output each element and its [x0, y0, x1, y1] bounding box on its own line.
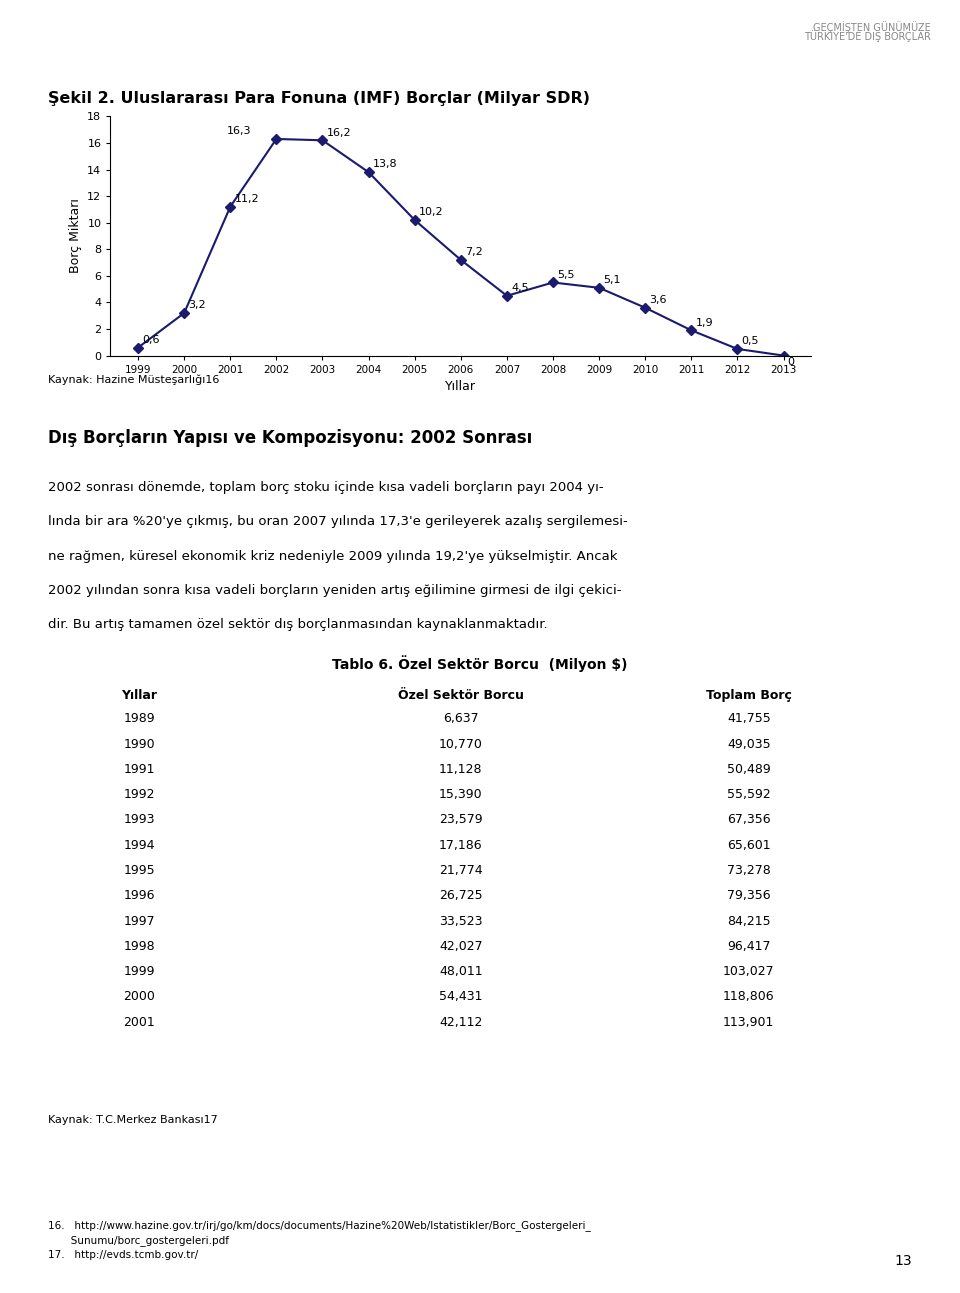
Text: 103,027: 103,027	[723, 965, 775, 978]
Text: 96,417: 96,417	[727, 940, 771, 953]
Text: 16.   http://www.hazine.gov.tr/irj/go/km/docs/documents/Hazine%20Web/Istatistikl: 16. http://www.hazine.gov.tr/irj/go/km/d…	[48, 1221, 590, 1245]
Text: 1992: 1992	[124, 789, 155, 802]
Text: 84,215: 84,215	[727, 914, 771, 927]
Text: lında bir ara %20'ye çıkmış, bu oran 2007 yılında 17,3'e gerileyerek azalış serg: lında bir ara %20'ye çıkmış, bu oran 200…	[48, 515, 628, 529]
Text: 16,2: 16,2	[326, 128, 351, 137]
Text: 26,725: 26,725	[439, 890, 483, 903]
Text: 3,2: 3,2	[188, 300, 206, 310]
Text: 21,774: 21,774	[439, 864, 483, 877]
Text: 7,2: 7,2	[465, 247, 483, 257]
Text: 1995: 1995	[124, 864, 155, 877]
Text: 1999: 1999	[124, 965, 155, 978]
Text: 13: 13	[895, 1254, 912, 1268]
Text: 42,112: 42,112	[439, 1015, 483, 1029]
Text: Kaynak: T.C.Merkez Bankası17: Kaynak: T.C.Merkez Bankası17	[48, 1115, 218, 1125]
Text: 65,601: 65,601	[727, 839, 771, 852]
Text: 2002 yılından sonra kısa vadeli borçların yeniden artış eğilimine girmesi de ilg: 2002 yılından sonra kısa vadeli borçları…	[48, 583, 621, 597]
Text: 1998: 1998	[124, 940, 155, 953]
Text: 55,592: 55,592	[727, 789, 771, 802]
Text: 54,431: 54,431	[439, 990, 483, 1003]
Text: 17.   http://evds.tcmb.gov.tr/: 17. http://evds.tcmb.gov.tr/	[48, 1250, 199, 1261]
Text: GEÇMİŞTEN GÜNÜMÜZE: GEÇMİŞTEN GÜNÜMÜZE	[813, 21, 931, 32]
Text: Yıllar: Yıllar	[121, 689, 157, 702]
Text: 1996: 1996	[124, 890, 155, 903]
Text: 2000: 2000	[123, 990, 156, 1003]
Text: 17,186: 17,186	[439, 839, 483, 852]
Text: 5,1: 5,1	[603, 275, 621, 284]
Text: 23,579: 23,579	[439, 813, 483, 826]
Text: 1993: 1993	[124, 813, 155, 826]
Text: dir. Bu artış tamamen özel sektör dış borçlanmasından kaynaklanmaktadır.: dir. Bu artış tamamen özel sektör dış bo…	[48, 618, 547, 631]
Text: 0,6: 0,6	[142, 335, 159, 345]
Text: 1989: 1989	[124, 712, 155, 725]
Text: ne rağmen, küresel ekonomik kriz nedeniyle 2009 yılında 19,2'ye yükselmiştir. An: ne rağmen, küresel ekonomik kriz nedeniy…	[48, 550, 617, 562]
Text: 118,806: 118,806	[723, 990, 775, 1003]
Text: 1997: 1997	[124, 914, 155, 927]
Text: 49,035: 49,035	[727, 738, 771, 751]
Text: 11,128: 11,128	[439, 763, 483, 776]
Text: 79,356: 79,356	[727, 890, 771, 903]
Text: Özel Sektör Borcu: Özel Sektör Borcu	[397, 689, 524, 702]
Text: 2002 sonrası dönemde, toplam borç stoku içinde kısa vadeli borçların payı 2004 y: 2002 sonrası dönemde, toplam borç stoku …	[48, 481, 604, 494]
Text: 113,901: 113,901	[723, 1015, 775, 1029]
Text: 73,278: 73,278	[727, 864, 771, 877]
Text: 1990: 1990	[124, 738, 155, 751]
Text: 33,523: 33,523	[439, 914, 483, 927]
Text: TÜRKİYE'DE DIŞ BORÇLAR: TÜRKİYE'DE DIŞ BORÇLAR	[804, 30, 931, 41]
Text: 4,5: 4,5	[511, 283, 529, 294]
X-axis label: Yıllar: Yıllar	[445, 380, 476, 393]
Text: 6,637: 6,637	[443, 712, 479, 725]
Text: 13,8: 13,8	[372, 159, 397, 169]
Text: Dış Borçların Yapısı ve Kompozisyonu: 2002 Sonrası: Dış Borçların Yapısı ve Kompozisyonu: 20…	[48, 429, 532, 447]
Text: 5,5: 5,5	[557, 270, 575, 279]
Text: Tablo 6. Özel Sektör Borcu  (Milyon $): Tablo 6. Özel Sektör Borcu (Milyon $)	[332, 656, 628, 672]
Text: 16,3: 16,3	[227, 127, 252, 136]
Text: 42,027: 42,027	[439, 940, 483, 953]
Text: Kaynak: Hazine Müsteşarlığı16: Kaynak: Hazine Müsteşarlığı16	[48, 375, 220, 385]
Text: 1991: 1991	[124, 763, 155, 776]
Text: 41,755: 41,755	[727, 712, 771, 725]
Text: 48,011: 48,011	[439, 965, 483, 978]
Text: Toplam Borç: Toplam Borç	[706, 689, 792, 702]
Text: 3,6: 3,6	[649, 295, 667, 305]
Text: 1,9: 1,9	[695, 318, 713, 327]
Text: 0,5: 0,5	[741, 336, 759, 347]
Text: 10,770: 10,770	[439, 738, 483, 751]
Text: 67,356: 67,356	[727, 813, 771, 826]
Text: 1994: 1994	[124, 839, 155, 852]
Text: 11,2: 11,2	[234, 194, 259, 204]
Text: 2001: 2001	[123, 1015, 156, 1029]
Y-axis label: Borç Miktarı: Borç Miktarı	[69, 199, 82, 273]
Text: Şekil 2. Uluslararası Para Fonuna (IMF) Borçlar (Milyar SDR): Şekil 2. Uluslararası Para Fonuna (IMF) …	[48, 91, 590, 106]
Text: 0: 0	[788, 357, 795, 367]
Text: 15,390: 15,390	[439, 789, 483, 802]
Text: 50,489: 50,489	[727, 763, 771, 776]
Text: 10,2: 10,2	[419, 207, 444, 217]
